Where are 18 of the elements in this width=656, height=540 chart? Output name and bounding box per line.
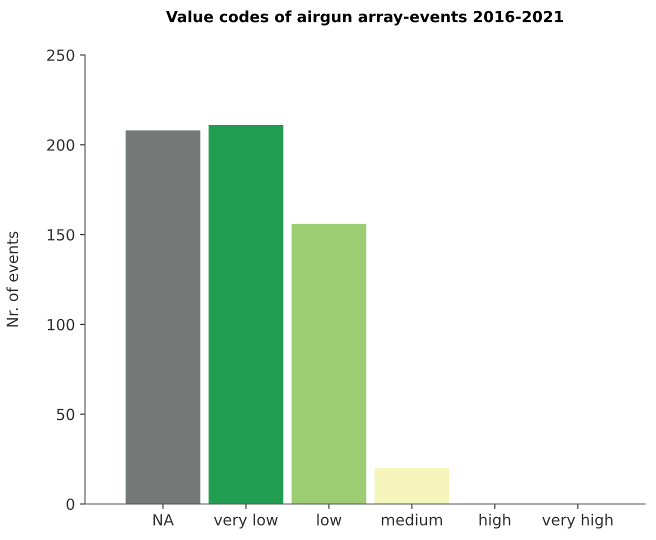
x-tick-label: NA xyxy=(154,514,174,526)
y-axis-title: Nr. of events xyxy=(6,232,18,327)
y-tick-label: 250 xyxy=(47,49,74,62)
x-tick-label: medium xyxy=(382,514,442,526)
x-tick-label: very high xyxy=(542,514,612,529)
y-tick-label: 100 xyxy=(48,318,74,330)
bar xyxy=(208,125,284,504)
y-tick-label: 0 xyxy=(66,498,74,510)
y-tick-label: 200 xyxy=(47,139,74,151)
bar xyxy=(292,224,366,504)
x-tick-label: very low xyxy=(214,514,278,529)
chart-title: Value codes of airgun array-events 2016-2021 xyxy=(166,10,563,26)
bar xyxy=(126,130,200,504)
y-tick-label: 50 xyxy=(57,408,74,420)
x-tick-label: low xyxy=(317,514,342,526)
bar xyxy=(374,468,450,504)
x-tick-label: high xyxy=(480,514,510,529)
y-tick-label: 150 xyxy=(48,229,74,241)
